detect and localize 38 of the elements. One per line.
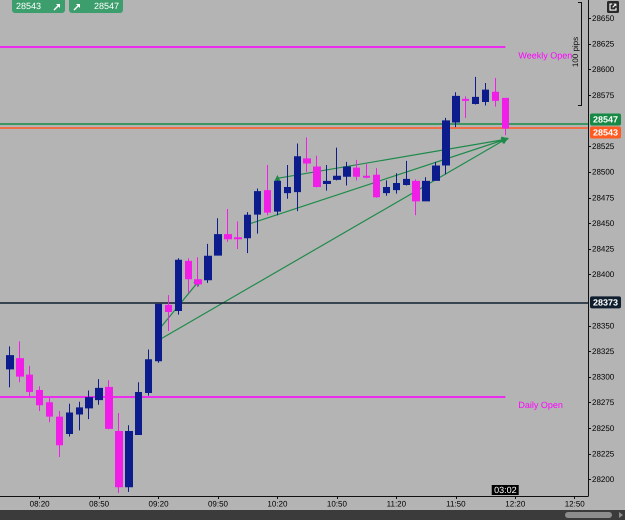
y-tick-label: 28450 <box>592 218 615 228</box>
y-tick-label: 28300 <box>592 372 615 382</box>
y-tick-label: 28200 <box>592 475 615 484</box>
y-tick-label: 28475 <box>592 193 615 202</box>
ref-line-label: 28547 <box>593 114 618 125</box>
x-tick-label: 08:50 <box>89 500 110 508</box>
x-tick-label: 11:20 <box>386 500 407 508</box>
ref-line-label: Daily Open <box>518 400 563 410</box>
price-button: 28543 <box>12 0 65 13</box>
x-tick-label: 12:50 <box>564 500 586 508</box>
y-tick-label: 28350 <box>592 321 615 330</box>
ref-line-label: 28543 <box>593 128 618 138</box>
x-tick-label: 09:50 <box>208 500 229 508</box>
ref-line-label: Weekly Open <box>518 50 572 61</box>
annotation: 03:02 <box>492 485 519 495</box>
y-tick-label: 28650 <box>592 14 615 23</box>
y-tick-label: 28325 <box>592 347 615 356</box>
y-tick-label: 28425 <box>592 244 615 254</box>
y-tick-label: 28575 <box>592 90 615 100</box>
x-tick-label: 11:50 <box>446 500 466 508</box>
y-tick-label: 28500 <box>592 168 615 177</box>
y-tick-label: 28525 <box>592 142 615 152</box>
price-button: 28547 <box>69 0 123 13</box>
y-tick-label: 28275 <box>592 398 615 408</box>
y-tick-label: 28250 <box>592 424 615 433</box>
y-tick-label: 28600 <box>592 65 615 74</box>
annotation: 100 pips <box>571 36 580 68</box>
y-tick-label: 28625 <box>592 40 615 49</box>
x-tick-label: 12:20 <box>505 500 526 508</box>
x-tick-label: 10:50 <box>326 500 348 508</box>
y-tick-label: 28225 <box>592 449 615 458</box>
y-tick-label: 28400 <box>592 270 615 280</box>
annotation: 28543 <box>16 1 42 12</box>
x-tick-label: 08:20 <box>30 500 50 508</box>
annotation: 28547 <box>94 1 119 12</box>
x-tick-label: 10:20 <box>267 500 288 508</box>
ref-line-label: 28373 <box>593 297 618 308</box>
x-tick-label: 09:20 <box>148 500 170 508</box>
